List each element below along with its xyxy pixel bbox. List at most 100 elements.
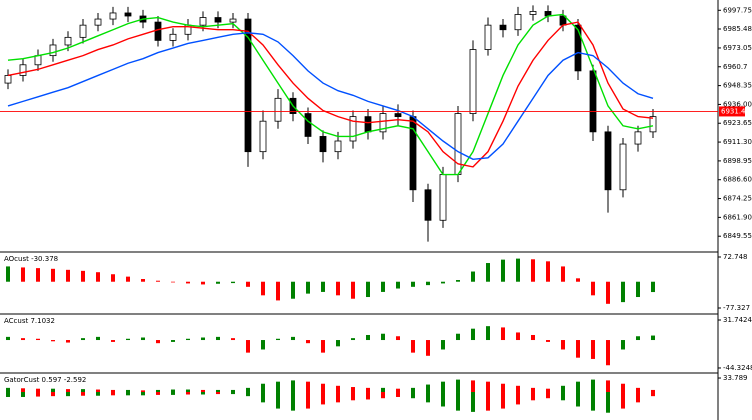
gator-bar: [351, 387, 355, 393]
gator-bar: [81, 392, 85, 396]
histogram-bar: [381, 333, 385, 341]
y-tick-label: 6898.95: [723, 157, 752, 165]
y-tick-label: -77.327: [723, 304, 750, 312]
histogram-bar: [591, 281, 595, 296]
gator-bar: [321, 383, 325, 393]
gator-bar: [441, 392, 445, 407]
histogram-bar: [426, 340, 430, 356]
gator-bar: [291, 380, 295, 393]
histogram-bar: [546, 261, 550, 282]
gator-bar: [576, 392, 580, 407]
histogram-bar: [81, 270, 85, 282]
candle-body: [364, 116, 372, 133]
gator-bar: [561, 392, 565, 401]
histogram-bar: [486, 326, 490, 341]
gator-bar: [216, 392, 220, 395]
gator-bar: [171, 392, 175, 395]
gator-bar: [381, 387, 385, 393]
y-tick-label: -44.3248: [723, 364, 752, 372]
y-tick-label: 6923.65: [723, 119, 752, 127]
moving-average: [7, 21, 654, 168]
y-tick-label: 6861.90: [723, 213, 752, 221]
gator-bar: [351, 392, 355, 401]
y-tick-label: 6985.48: [723, 25, 752, 33]
gator-bar: [96, 392, 100, 396]
candle-body: [19, 64, 27, 76]
histogram-bar: [471, 271, 475, 282]
gator-bar: [561, 385, 565, 393]
candle-body: [109, 12, 117, 20]
candle-body: [259, 120, 267, 153]
histogram-bar: [231, 338, 235, 341]
y-tick-label: 6911.30: [723, 138, 752, 146]
gator-bar: [186, 392, 190, 395]
histogram-bar: [411, 340, 415, 353]
histogram-bar: [66, 340, 70, 343]
histogram-bar: [561, 266, 565, 282]
gator-bar: [291, 392, 295, 411]
histogram-bar: [396, 336, 400, 341]
candle-body: [319, 136, 327, 153]
candle-body: [64, 36, 72, 46]
gator-bar: [51, 388, 55, 393]
candle-body: [334, 140, 342, 153]
candle-body: [514, 14, 522, 31]
gator-bar: [546, 388, 550, 393]
candle-body: [529, 11, 537, 15]
histogram-bar: [636, 336, 640, 341]
histogram-bar: [531, 334, 535, 341]
histogram-bar: [381, 281, 385, 292]
histogram-bar: [246, 281, 250, 287]
candle-body: [634, 131, 642, 145]
histogram-bar: [96, 336, 100, 341]
gator-bar: [171, 389, 175, 393]
gator-bar: [246, 387, 250, 393]
histogram-bar: [621, 281, 625, 303]
histogram-bar: [51, 268, 55, 282]
histogram-bar: [111, 340, 115, 342]
candle-body: [499, 24, 507, 31]
histogram-bar: [606, 281, 610, 304]
histogram-bar: [591, 340, 595, 359]
histogram-bar: [6, 266, 10, 282]
histogram-bar: [261, 281, 265, 296]
candle-body: [94, 18, 102, 26]
moving-average: [7, 32, 654, 161]
indicator-title: AOcust -30.378: [4, 255, 58, 263]
gator-bar: [21, 392, 25, 397]
gator-bar: [606, 392, 610, 413]
y-tick-label: 6886.60: [723, 176, 752, 184]
histogram-bar: [201, 281, 205, 285]
histogram-bar: [561, 340, 565, 350]
histogram-bar: [216, 336, 220, 341]
gator-bar: [576, 381, 580, 393]
gator-bar: [546, 392, 550, 399]
candle-body: [379, 113, 387, 133]
candle-body: [649, 116, 657, 133]
gator-bar: [651, 392, 655, 397]
histogram-bar: [171, 340, 175, 342]
histogram-bar: [246, 340, 250, 353]
gator-bar: [396, 392, 400, 397]
gator-bar: [21, 388, 25, 393]
histogram-bar: [531, 259, 535, 282]
histogram-bar: [651, 335, 655, 341]
candle-body: [619, 143, 627, 191]
moving-average: [7, 13, 654, 176]
candle-body: [199, 17, 207, 26]
gator-bar: [126, 392, 130, 396]
histogram-bar: [276, 338, 280, 341]
histogram-bar: [141, 337, 145, 341]
histogram-bar: [36, 268, 40, 282]
histogram-bar: [456, 333, 460, 341]
gator-bar: [156, 392, 160, 395]
gator-bar: [141, 390, 145, 393]
gator-bar: [501, 383, 505, 393]
histogram-bar: [216, 281, 220, 284]
gator-bar: [276, 381, 280, 393]
histogram-bar: [576, 340, 580, 358]
histogram-bar: [651, 281, 655, 293]
candle-body: [169, 33, 177, 41]
candle-body: [409, 116, 417, 191]
gator-bar: [261, 392, 265, 403]
